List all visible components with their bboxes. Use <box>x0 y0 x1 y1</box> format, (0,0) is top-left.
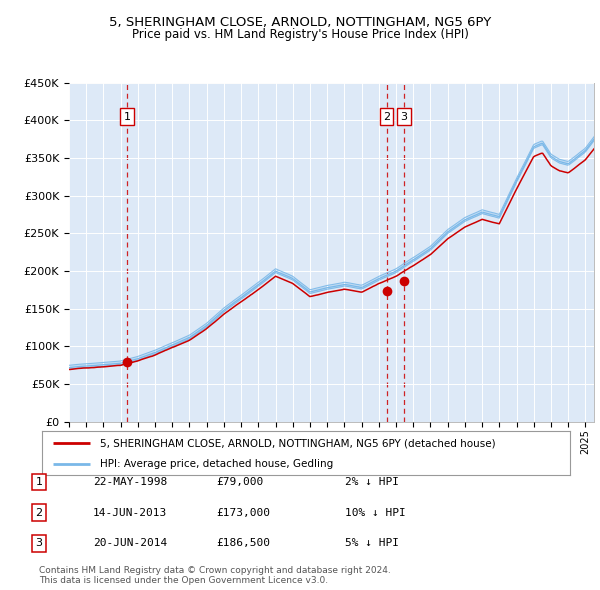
Text: 2: 2 <box>383 112 390 122</box>
Text: 5, SHERINGHAM CLOSE, ARNOLD, NOTTINGHAM, NG5 6PY (detached house): 5, SHERINGHAM CLOSE, ARNOLD, NOTTINGHAM,… <box>100 438 496 448</box>
Text: Contains HM Land Registry data © Crown copyright and database right 2024.
This d: Contains HM Land Registry data © Crown c… <box>39 566 391 585</box>
Text: 20-JUN-2014: 20-JUN-2014 <box>93 539 167 548</box>
Text: 5, SHERINGHAM CLOSE, ARNOLD, NOTTINGHAM, NG5 6PY: 5, SHERINGHAM CLOSE, ARNOLD, NOTTINGHAM,… <box>109 16 491 29</box>
Text: 10% ↓ HPI: 10% ↓ HPI <box>345 508 406 517</box>
Text: HPI: Average price, detached house, Gedling: HPI: Average price, detached house, Gedl… <box>100 459 334 469</box>
Text: 5% ↓ HPI: 5% ↓ HPI <box>345 539 399 548</box>
Text: Price paid vs. HM Land Registry's House Price Index (HPI): Price paid vs. HM Land Registry's House … <box>131 28 469 41</box>
Text: £173,000: £173,000 <box>216 508 270 517</box>
Text: 1: 1 <box>35 477 43 487</box>
Text: £79,000: £79,000 <box>216 477 263 487</box>
Text: 2: 2 <box>35 508 43 517</box>
Text: 3: 3 <box>35 539 43 548</box>
Text: 1: 1 <box>124 112 131 122</box>
Text: 3: 3 <box>400 112 407 122</box>
Text: £186,500: £186,500 <box>216 539 270 548</box>
Text: 14-JUN-2013: 14-JUN-2013 <box>93 508 167 517</box>
Text: 22-MAY-1998: 22-MAY-1998 <box>93 477 167 487</box>
Text: 2% ↓ HPI: 2% ↓ HPI <box>345 477 399 487</box>
